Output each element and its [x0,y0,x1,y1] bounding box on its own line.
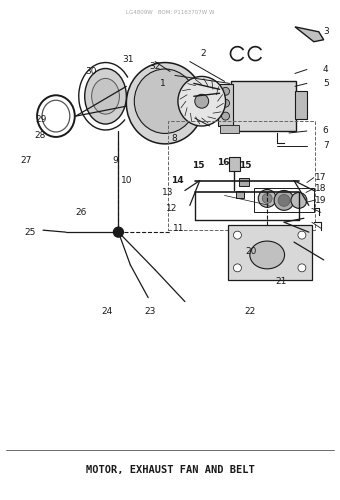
Text: 9: 9 [113,156,118,165]
Text: 8: 8 [171,134,177,143]
Text: 27: 27 [20,156,32,165]
Circle shape [298,231,306,239]
Bar [227,225,312,280]
Text: 2: 2 [200,49,206,58]
Text: 7: 7 [323,142,328,150]
Bar [239,178,249,186]
Text: 15: 15 [239,161,252,170]
Circle shape [291,192,307,208]
Text: 24: 24 [101,307,112,316]
Circle shape [262,194,272,203]
Circle shape [222,112,230,120]
Text: 30: 30 [85,67,97,76]
Text: MOTOR, EXHAUST FAN AND BELT: MOTOR, EXHAUST FAN AND BELT [86,465,254,475]
Circle shape [298,264,306,272]
Ellipse shape [85,68,126,124]
Bar [168,121,315,230]
Circle shape [222,88,230,96]
Text: 18: 18 [315,184,326,193]
Ellipse shape [134,69,196,134]
Text: 16: 16 [217,158,230,167]
Text: 22: 22 [245,307,256,316]
Text: 4: 4 [323,65,328,74]
Circle shape [234,264,241,272]
Ellipse shape [126,62,204,144]
Bar [254,188,314,212]
Text: 17: 17 [315,173,326,182]
Text: 6: 6 [323,126,328,136]
Polygon shape [295,27,324,42]
Bar [232,82,296,131]
Circle shape [222,99,230,107]
Text: 1: 1 [160,79,166,88]
Text: 25: 25 [24,228,36,236]
Text: 5: 5 [323,79,328,88]
Bar [228,157,240,170]
Text: 11: 11 [173,224,185,232]
Text: 23: 23 [144,307,156,316]
Ellipse shape [250,241,285,269]
Text: 28: 28 [34,132,46,140]
Circle shape [114,227,123,237]
Text: 20: 20 [245,248,257,256]
Text: 10: 10 [121,176,132,185]
Ellipse shape [92,78,119,114]
Circle shape [258,190,276,208]
Circle shape [234,231,241,239]
Text: 31: 31 [123,55,134,64]
Text: 13: 13 [162,188,174,197]
Text: 21: 21 [275,277,287,286]
Bar [295,92,307,119]
Text: 26: 26 [75,208,86,217]
Ellipse shape [178,76,225,126]
Text: 29: 29 [35,114,47,124]
Bar [220,125,239,133]
Bar [218,84,234,126]
Text: 12: 12 [166,204,178,213]
Circle shape [274,190,294,210]
Circle shape [278,194,290,206]
Text: 14: 14 [171,176,183,185]
Text: 19: 19 [315,196,326,205]
Text: 32: 32 [150,62,161,71]
Text: 15: 15 [192,161,205,170]
Text: LG4809W   BOM: P1163707W W: LG4809W BOM: P1163707W W [126,10,214,15]
Circle shape [195,94,209,108]
Text: 3: 3 [323,28,328,36]
Bar [236,192,244,198]
